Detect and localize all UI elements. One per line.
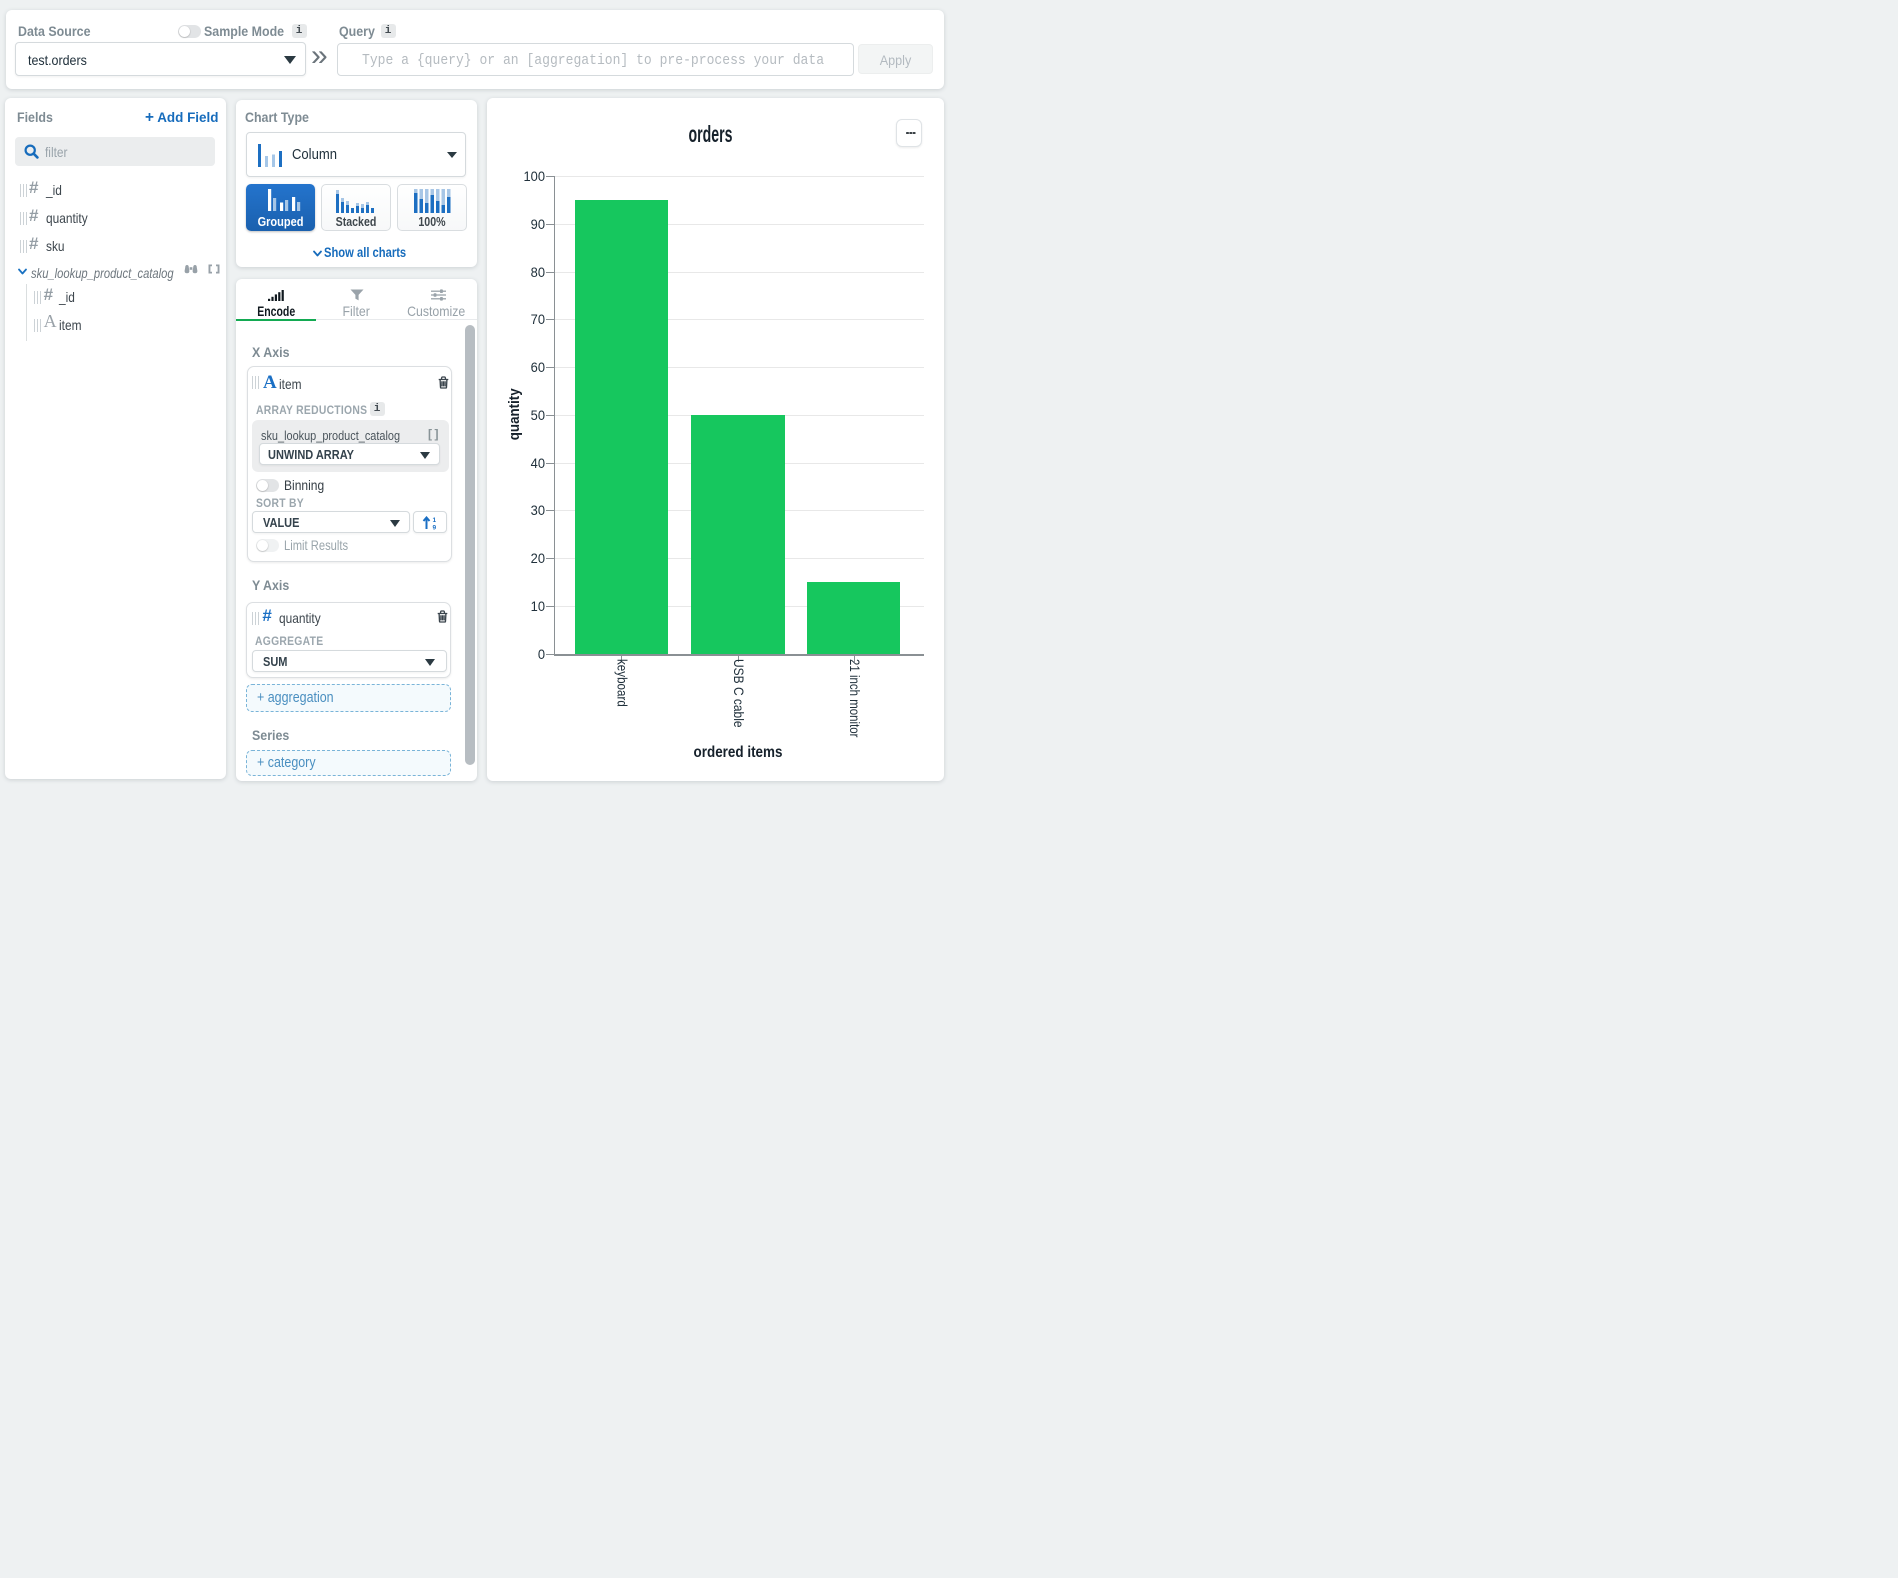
svg-text:9: 9 xyxy=(433,524,437,530)
svg-text:1: 1 xyxy=(433,517,437,524)
